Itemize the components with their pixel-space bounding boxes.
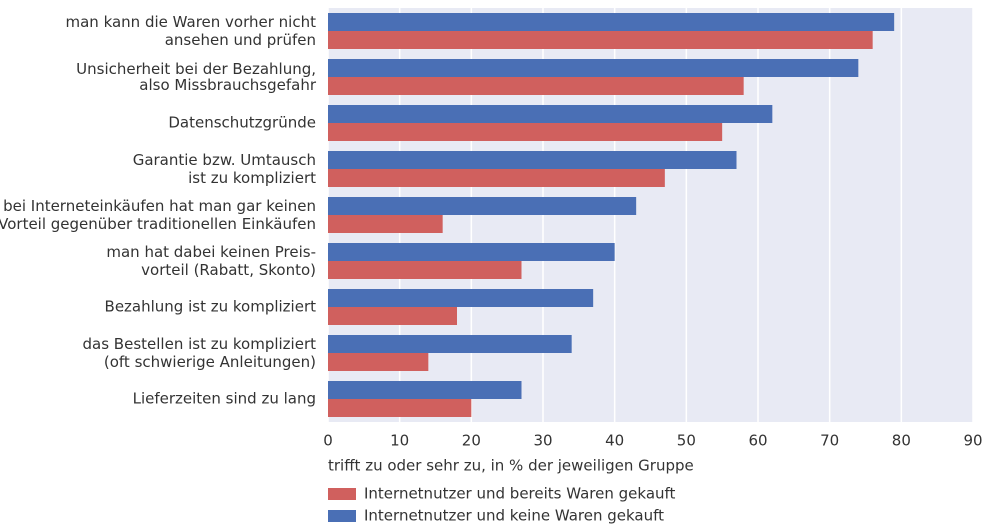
bar [328, 59, 859, 77]
x-tick-label: 50 [677, 432, 696, 450]
bar [328, 123, 723, 141]
bar [328, 13, 895, 31]
category-label: bei Interneteinkäufen hat man gar keinen… [0, 197, 316, 233]
category-label: Bezahlung ist zu kompliziert [105, 298, 317, 316]
category-label: Lieferzeiten sind zu lang [133, 390, 316, 408]
bar [328, 261, 522, 279]
legend-swatch [328, 510, 356, 522]
bar [328, 399, 472, 417]
x-tick-label: 10 [390, 432, 409, 450]
category-label: man kann die Waren vorher nicht ansehen u… [65, 13, 316, 49]
bar [328, 197, 637, 215]
x-tick-label: 90 [963, 432, 982, 450]
bar [328, 381, 522, 399]
x-tick-label: 0 [323, 432, 333, 450]
x-tick-label: 60 [748, 432, 767, 450]
category-label: Unsicherheit bei der Bezahlung, also Miss… [76, 60, 317, 94]
x-axis-label: trifft zu oder sehr zu, in % der jeweili… [328, 457, 694, 475]
bar [328, 307, 457, 325]
bar [328, 353, 429, 371]
category-label: man hat dabei keinen Preis-vorteil (Raba… [106, 243, 316, 279]
bar [328, 151, 737, 169]
x-tick-label: 30 [533, 432, 552, 450]
bar [328, 77, 744, 95]
x-tick-label: 40 [605, 432, 624, 450]
bar [328, 31, 873, 49]
category-label: Datenschutzgründe [168, 114, 316, 132]
x-tick-label: 70 [820, 432, 839, 450]
bar [328, 335, 572, 353]
category-label: das Bestellen ist zu kompliziert (oft sch… [83, 335, 317, 371]
bar [328, 289, 594, 307]
bar [328, 215, 443, 233]
legend-swatch [328, 488, 356, 500]
x-tick-label: 80 [892, 432, 911, 450]
x-tick-label: 20 [462, 432, 481, 450]
bar [328, 169, 665, 187]
legend-label: Internetnutzer und bereits Waren gekauft [364, 485, 676, 503]
bar [328, 105, 773, 123]
bar [328, 243, 615, 261]
category-label: Garantie bzw. Umtausch ist zu kompliziert [133, 151, 316, 187]
legend-label: Internetnutzer und keine Waren gekauft [364, 507, 664, 525]
